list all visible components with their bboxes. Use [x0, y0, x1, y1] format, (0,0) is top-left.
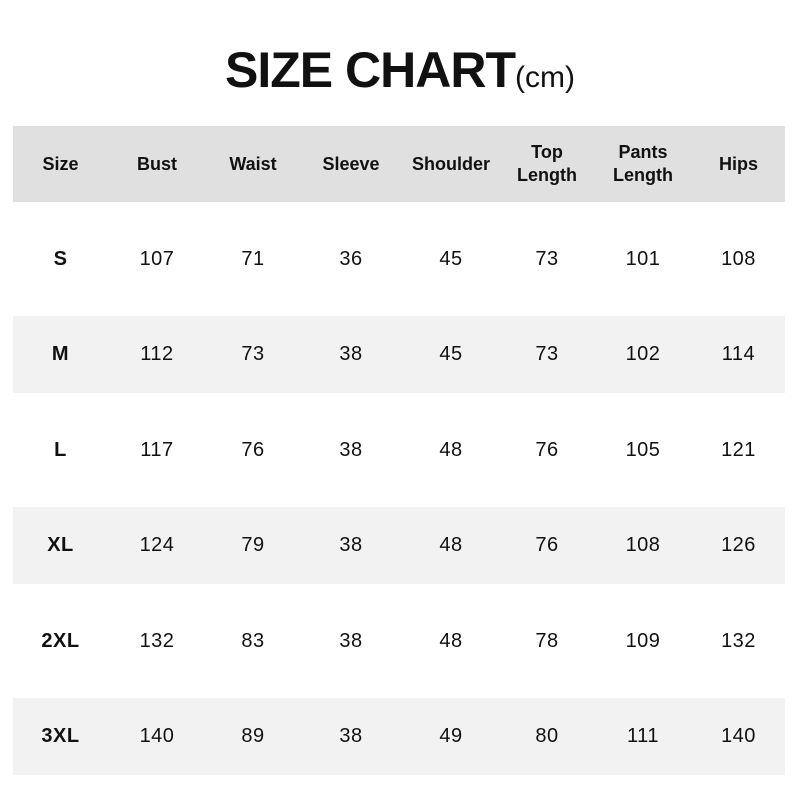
table-row: 2XL 132 83 38 48 78 109 132 [13, 584, 785, 698]
size-label: M [51, 343, 70, 365]
column-header: Hips [718, 153, 758, 174]
measurement-cell: 108 [721, 247, 756, 270]
measurement-cell: 71 [241, 247, 265, 270]
measurement-cell: 73 [535, 343, 559, 365]
title-unit: (cm) [515, 61, 575, 94]
measurement-cell: 102 [625, 343, 661, 365]
size-label: S [53, 247, 68, 270]
table-row: 3XL 140 89 38 49 80 111 140 [13, 698, 785, 775]
size-label: 3XL [41, 725, 80, 747]
measurement-cell: 107 [139, 247, 175, 270]
measurement-cell: 80 [535, 725, 559, 747]
measurement-cell: 38 [339, 534, 363, 556]
measurement-cell: 48 [439, 438, 463, 461]
measurement-cell: 78 [535, 629, 559, 652]
table-row: M 112 73 38 45 73 102 114 [13, 316, 785, 393]
measurement-cell: 111 [627, 725, 659, 747]
measurement-cell: 124 [139, 534, 175, 556]
measurement-cell: 45 [439, 247, 463, 270]
table-row: L 117 76 38 48 76 105 121 [13, 393, 785, 507]
measurement-cell: 132 [721, 629, 756, 652]
column-header: Waist [229, 153, 277, 174]
column-header: Pants Length [613, 142, 673, 185]
title-main: SIZE CHART [225, 42, 516, 98]
column-header: Top Length [517, 142, 577, 185]
size-label: XL [47, 534, 74, 556]
column-header: Sleeve [322, 153, 380, 174]
measurement-cell: 45 [439, 343, 463, 365]
measurement-cell: 83 [241, 629, 265, 652]
measurement-cell: 112 [140, 343, 174, 365]
measurement-cell: 48 [439, 534, 463, 556]
measurement-cell: 76 [241, 438, 265, 461]
measurement-cell: 140 [139, 725, 175, 747]
measurement-cell: 73 [535, 247, 559, 270]
measurement-cell: 117 [140, 438, 174, 461]
size-label: 2XL [41, 629, 80, 652]
table-row: XL 124 79 38 48 76 108 126 [13, 507, 785, 584]
measurement-cell: 36 [339, 247, 363, 270]
measurement-cell: 140 [721, 725, 756, 747]
measurement-cell: 109 [625, 629, 661, 652]
measurement-cell: 48 [439, 629, 463, 652]
measurement-cell: 38 [339, 438, 363, 461]
column-header: Bust [137, 153, 177, 174]
measurement-cell: 38 [339, 629, 363, 652]
measurement-cell: 76 [535, 534, 559, 556]
column-header: Size [42, 153, 79, 174]
measurement-cell: 132 [139, 629, 175, 652]
measurement-cell: 108 [625, 534, 661, 556]
measurement-cell: 38 [339, 343, 363, 365]
measurement-cell: 105 [625, 438, 661, 461]
column-header: Shoulder [411, 153, 490, 174]
page-title: SIZE CHART(cm) [0, 40, 800, 108]
measurement-cell: 114 [721, 343, 756, 365]
measurement-cell: 49 [439, 725, 463, 747]
table-header: Size Bust Waist Sleeve Shoulder Top Length Pan… [13, 126, 785, 202]
measurement-cell: 126 [721, 534, 756, 556]
measurement-cell: 79 [241, 534, 265, 556]
measurement-cell: 101 [625, 247, 661, 270]
size-chart-table: Size Bust Waist Sleeve Shoulder Top Length Pan… [13, 126, 785, 775]
measurement-cell: 73 [241, 343, 265, 365]
measurement-cell: 89 [241, 725, 265, 747]
size-label: L [54, 438, 67, 461]
measurement-cell: 38 [339, 725, 363, 747]
table-row: S 107 71 36 45 73 101 108 [13, 202, 785, 316]
measurement-cell: 76 [535, 438, 559, 461]
measurement-cell: 121 [721, 438, 756, 461]
